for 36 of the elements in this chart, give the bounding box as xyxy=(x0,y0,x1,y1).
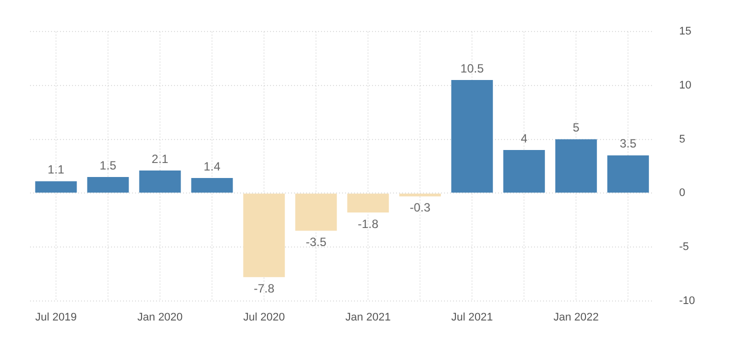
data-label: 1.1 xyxy=(48,162,65,177)
bar xyxy=(139,170,181,193)
data-label: -0.3 xyxy=(410,200,431,215)
data-label: -3.5 xyxy=(306,235,327,250)
y-tick-label: -10 xyxy=(679,294,696,307)
bar xyxy=(295,194,337,231)
bar xyxy=(399,194,441,196)
x-tick-label: Jul 2021 xyxy=(451,311,493,324)
x-tick-label: Jan 2020 xyxy=(137,311,183,324)
bar xyxy=(555,139,597,193)
data-label: 1.4 xyxy=(204,159,221,174)
y-tick-label: 0 xyxy=(679,187,686,200)
bar xyxy=(347,194,389,213)
y-tick-label: 10 xyxy=(679,79,692,92)
bar xyxy=(503,150,545,193)
data-label: 1.5 xyxy=(100,158,117,172)
bar xyxy=(35,181,77,193)
data-label: 2.1 xyxy=(152,152,169,166)
bar xyxy=(607,155,649,193)
data-label: 3.5 xyxy=(620,136,637,151)
bar xyxy=(451,80,493,193)
bar xyxy=(87,176,129,193)
y-tick-label: 5 xyxy=(679,133,686,146)
y-tick-label: 15 xyxy=(679,26,692,38)
x-tick-label: Jan 2022 xyxy=(553,311,599,324)
x-tick-label: Jan 2021 xyxy=(345,311,391,324)
y-tick-label: -5 xyxy=(679,240,689,253)
x-tick-label: Jul 2019 xyxy=(35,311,77,324)
bar xyxy=(243,194,285,278)
data-label: 5 xyxy=(572,120,580,135)
data-label: -7.8 xyxy=(254,281,275,296)
data-label: -1.8 xyxy=(358,216,379,231)
bar xyxy=(191,178,233,193)
data-label: 4 xyxy=(520,131,528,146)
x-tick-label: Jul 2020 xyxy=(243,311,285,324)
data-label: 10.5 xyxy=(460,61,484,76)
